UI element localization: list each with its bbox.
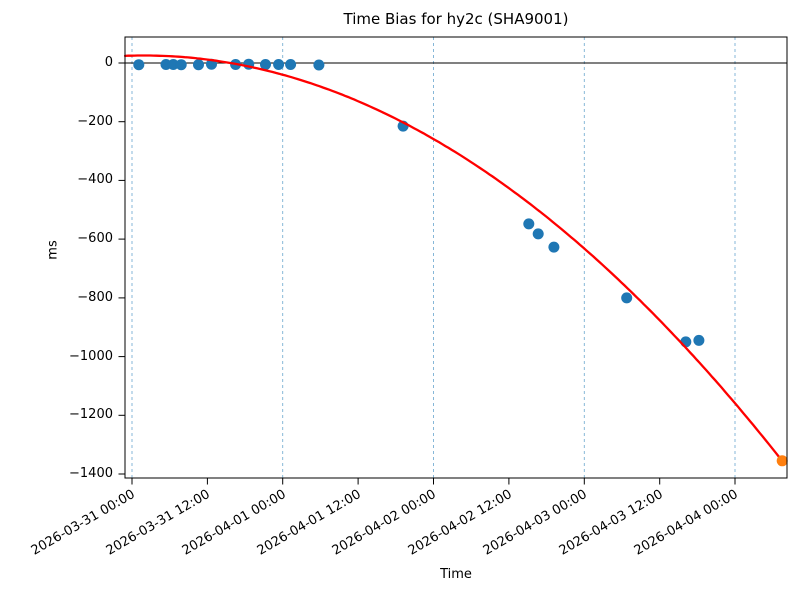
bias-measurement [693, 334, 705, 346]
quadratic-fit [123, 54, 784, 463]
bias-measurement [175, 59, 187, 71]
chart-title: Time Bias for hy2c (SHA9001) [343, 10, 569, 28]
bias-measurement [313, 59, 325, 71]
bias-measurement [548, 241, 560, 253]
bias-measurement [285, 59, 297, 70]
bias-measurement [260, 59, 271, 70]
bias-measurement [680, 336, 692, 348]
bias-measurement [621, 292, 633, 304]
y-axis-label: ms [45, 240, 61, 260]
bias-measurement [523, 218, 535, 230]
bias-measurement [273, 59, 285, 70]
bias-measurement [193, 59, 204, 71]
bias-measurement [133, 59, 145, 71]
plot-area-border [124, 36, 788, 479]
flagged-measurement [776, 455, 788, 467]
bias-measurement [532, 228, 544, 240]
x-axis-label: Time [440, 567, 472, 582]
bias-measurement [167, 59, 179, 70]
